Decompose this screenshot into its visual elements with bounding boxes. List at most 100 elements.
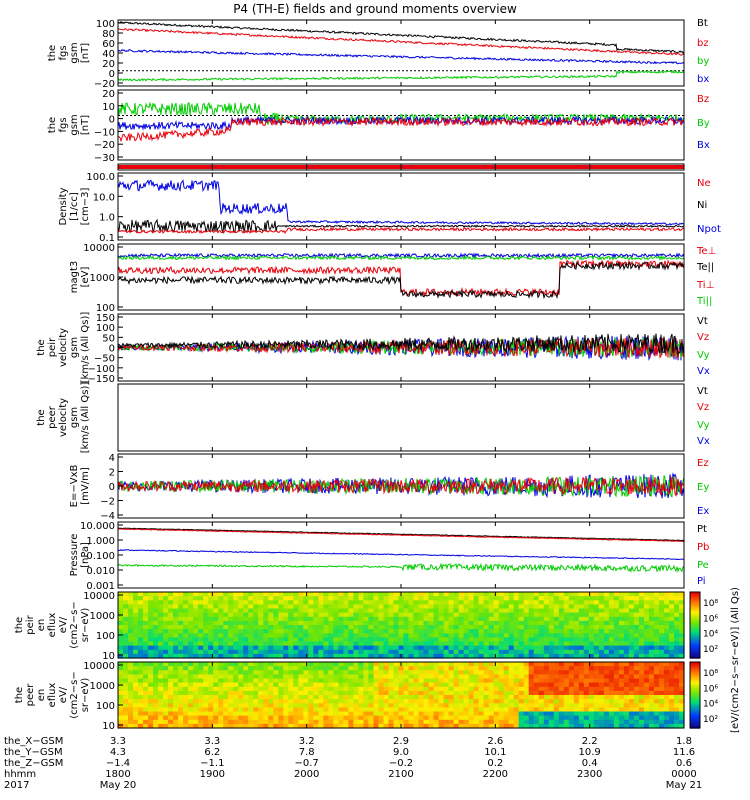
spec-cell [228,633,234,638]
spec-cell [548,674,555,680]
spec-cell [408,699,415,704]
spec-cell [563,723,570,729]
spec-cell [133,674,139,680]
spec-cell [268,612,274,618]
spec-cell [648,625,655,630]
spec-cell [679,695,685,700]
spec-cell [523,629,530,634]
spec-cell [393,666,400,671]
spec-cell [133,686,139,692]
spec-cell [548,629,555,634]
spec-cell [608,592,615,597]
spec-cell [503,592,510,597]
spec-cell [323,592,329,597]
spec-cell [458,641,465,647]
x-row-value: 10.1 [484,747,506,758]
spec-cell [643,637,650,643]
spec-cell [659,620,665,626]
spec-cell [638,670,645,675]
spec-cell [403,715,410,721]
spec-cell [483,682,490,688]
spec-cell [218,695,224,700]
spec-cell [273,695,279,700]
spec-cell [248,719,254,725]
spec-cell [493,690,500,696]
spec-cell [623,670,630,675]
spec-cell [273,645,279,651]
spec-cell [618,662,625,667]
spec-cell [628,608,635,614]
spec-cell [383,629,390,634]
spec-cell [303,723,309,729]
spec-cell [533,616,540,622]
spec-cell [628,695,635,700]
spec-cell [133,715,139,721]
spec-cell [343,596,349,601]
spec-cell [248,678,254,684]
spec-cell [593,625,600,630]
spec-cell [518,641,525,647]
spec-cell [213,682,219,688]
spec-cell [398,600,405,605]
spec-cell [568,707,575,713]
spec-cell [178,608,184,614]
spec-cell [433,625,440,630]
spec-cell [393,604,400,610]
spec-cell [413,686,420,692]
y-label-line: peir [25,614,36,634]
spec-cell [588,707,595,713]
spec-cell [583,707,590,713]
spec-cell [483,608,490,614]
spec-cell [308,641,314,647]
spec-cell [138,616,144,622]
spec-cell [128,649,134,655]
spec-cell [343,682,349,688]
spec-cell [358,715,364,721]
spec-cell [458,662,465,667]
spec-cell [218,625,224,630]
spec-cell [243,608,249,614]
spec-cell [473,707,480,713]
spec-cell [173,674,179,680]
spec-cell [303,711,309,717]
spec-cell [443,620,450,626]
spec-cell [633,649,640,655]
spec-cell [368,678,374,684]
spec-cell [118,678,124,684]
spec-cell [679,592,685,597]
spec-cell [278,719,284,725]
spec-cell [578,711,585,717]
spec-cell [563,612,570,618]
spec-cell [659,653,665,659]
spec-cell [148,620,154,626]
spec-cell [348,666,354,671]
spec-cell [413,629,420,634]
spec-cell [273,703,279,708]
spec-cell [568,629,575,634]
spec-cell [273,670,279,675]
spec-cell [203,678,209,684]
colorbar-cell [690,681,700,685]
spec-cell [643,678,650,684]
spec-cell [493,649,500,655]
spec-cell [258,596,264,601]
spec-cell [203,699,209,704]
series-Ez [117,476,685,497]
spec-cell [653,703,660,708]
spec-cell [583,592,590,597]
spec-cell [403,690,410,696]
spec-cell [533,600,540,605]
spec-cell [669,600,675,605]
spec-cell [373,637,380,643]
spec-cell [138,719,144,725]
spec-cell [268,653,274,659]
spec-cell [603,608,610,614]
spec-cell [188,715,194,721]
spec-cell [363,699,369,704]
spec-cell [248,711,254,717]
spec-cell [143,596,149,601]
spec-cell [588,686,595,692]
spec-cell [513,600,520,605]
spec-cell [473,723,480,729]
spec-cell [203,653,209,659]
